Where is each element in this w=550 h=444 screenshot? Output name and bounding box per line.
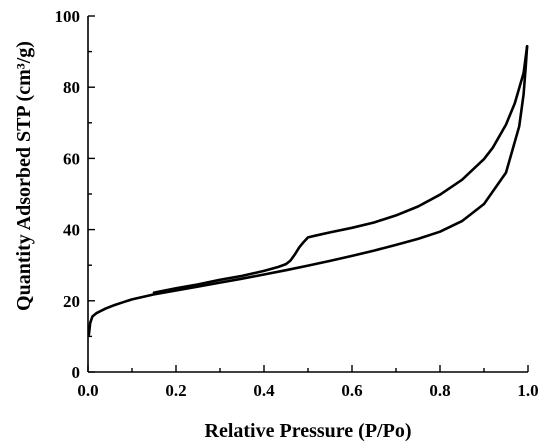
y-tick-label: 0 — [72, 363, 81, 382]
series-layer — [87, 44, 529, 336]
y-tick-label: 100 — [55, 7, 81, 26]
x-ticks: 0.0 0.2 0.4 0.6 0.8 1.0 — [77, 365, 539, 400]
y-tick-label: 80 — [63, 78, 80, 97]
desorption-line — [152, 44, 529, 294]
adsorption-line — [87, 44, 529, 336]
x-tick-label: 0.2 — [165, 381, 186, 400]
x-tick-label: 0.0 — [77, 381, 98, 400]
x-tick-label: 0.8 — [429, 381, 450, 400]
x-tick-label: 0.4 — [253, 381, 275, 400]
y-tick-label: 60 — [63, 149, 80, 168]
y-tick-label: 40 — [63, 221, 80, 240]
x-tick-label: 1.0 — [517, 381, 538, 400]
y-ticks: 0 20 40 60 80 100 — [55, 7, 95, 382]
y-axis-label: Quantity Adsorbed STP (cm³/g) — [13, 41, 35, 311]
x-tick-label: 0.6 — [341, 381, 362, 400]
x-axis-label: Relative Pressure (P/Po) — [205, 420, 412, 442]
axes — [87, 16, 528, 373]
y-tick-label: 20 — [63, 292, 80, 311]
